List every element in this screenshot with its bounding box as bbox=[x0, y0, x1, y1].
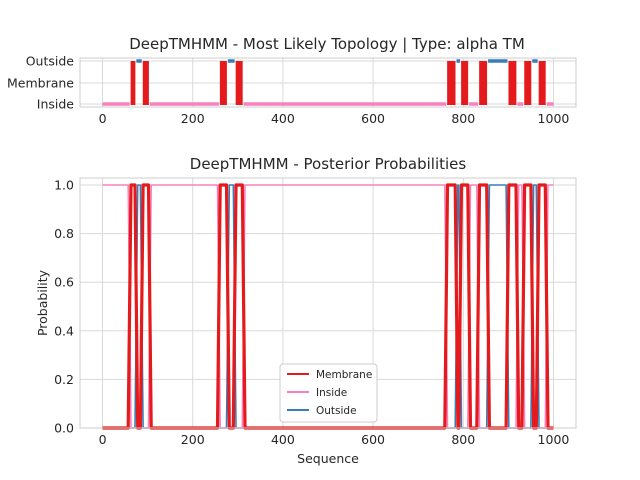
posterior-x-tick-label: 0 bbox=[99, 432, 107, 447]
posterior-y-ticks: 0.0 0.2 0.4 0.6 0.8 1.0 bbox=[54, 178, 74, 436]
topology-membrane-block-11 bbox=[461, 61, 469, 105]
topology-chart-title: DeepTMHMM - Most Likely Topology | Type:… bbox=[129, 35, 525, 53]
topology-y-tick-label: Membrane bbox=[7, 76, 74, 91]
posterior-x-axis-label: Sequence bbox=[297, 451, 359, 466]
topology-segments bbox=[102, 59, 554, 106]
topology-membrane-block-15 bbox=[508, 61, 517, 105]
topology-y-tick-label: Inside bbox=[37, 97, 75, 112]
topology-x-tick-label: 200 bbox=[181, 111, 205, 126]
topology-x-tick-label: 400 bbox=[271, 111, 295, 126]
posterior-chart-title: DeepTMHMM - Posterior Probabilities bbox=[190, 155, 467, 173]
posterior-x-tick-label: 400 bbox=[271, 432, 295, 447]
topology-membrane-block-13 bbox=[479, 61, 488, 105]
posterior-chart: DeepTMHMM - Posterior Probabilities 0 200… bbox=[35, 155, 577, 466]
topology-x-tick-label: 600 bbox=[361, 111, 385, 126]
topology-membrane-block-5 bbox=[219, 61, 227, 105]
topology-y-tick-label: Outside bbox=[26, 54, 75, 69]
topology-membrane-block-9 bbox=[447, 61, 456, 105]
posterior-x-tick-label: 600 bbox=[361, 432, 385, 447]
topology-chart: DeepTMHMM - Most Likely Topology | Type:… bbox=[7, 35, 577, 126]
topology-membrane-block-19 bbox=[538, 61, 546, 105]
topology-membrane-block-3 bbox=[142, 61, 149, 105]
posterior-x-tick-label: 1000 bbox=[538, 432, 570, 447]
topology-x-tick-label: 1000 bbox=[538, 111, 570, 126]
topology-membrane-block-17 bbox=[524, 61, 532, 105]
posterior-y-axis-label: Probability bbox=[35, 269, 50, 336]
topology-membrane-block-1 bbox=[130, 61, 136, 105]
legend-label-inside: Inside bbox=[316, 387, 347, 399]
legend-box bbox=[279, 363, 378, 423]
posterior-x-ticks: 0 200 400 600 800 1000 bbox=[99, 432, 570, 447]
topology-x-tick-label: 0 bbox=[99, 111, 107, 126]
posterior-y-tick-label: 0.0 bbox=[54, 421, 74, 436]
posterior-y-tick-label: 0.8 bbox=[54, 226, 74, 241]
topology-membrane-block-7 bbox=[235, 61, 243, 105]
posterior-x-tick-label: 800 bbox=[451, 432, 475, 447]
posterior-y-tick-label: 0.2 bbox=[54, 372, 74, 387]
posterior-y-tick-label: 0.4 bbox=[54, 323, 74, 338]
posterior-y-tick-label: 0.6 bbox=[54, 275, 74, 290]
posterior-legend: Membrane Inside Outside bbox=[279, 363, 378, 423]
posterior-y-tick-label: 1.0 bbox=[54, 178, 74, 193]
posterior-plot-frame bbox=[79, 177, 577, 429]
legend-label-outside: Outside bbox=[316, 405, 357, 417]
legend-label-membrane: Membrane bbox=[316, 369, 372, 381]
topology-plot-frame bbox=[79, 57, 577, 108]
posterior-x-tick-label: 200 bbox=[181, 432, 205, 447]
topology-x-ticks: 0 200 400 600 800 1000 bbox=[99, 111, 570, 126]
topology-y-ticks: Inside Membrane Outside bbox=[7, 54, 74, 112]
topology-x-tick-label: 800 bbox=[451, 111, 475, 126]
